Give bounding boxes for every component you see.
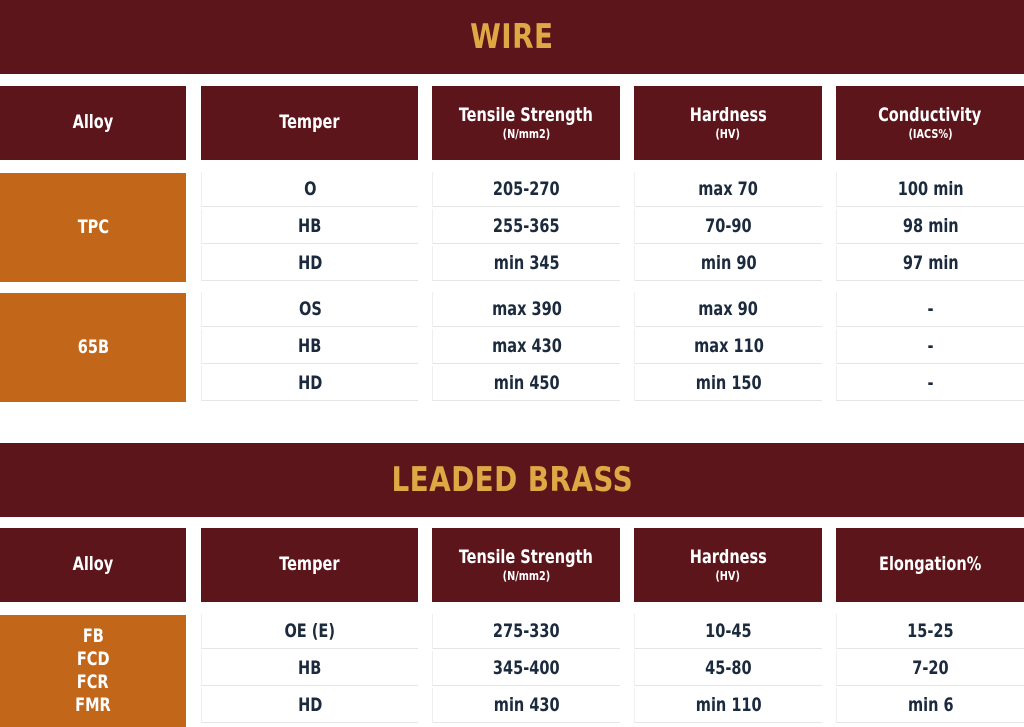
brass-header-tensile: Tensile Strength (N/mm2) (432, 528, 620, 602)
table-cell: min 110 (634, 688, 822, 723)
table-cell: min 90 (634, 246, 822, 281)
table-cell: OS (201, 292, 418, 327)
table-cell: 45-80 (634, 651, 822, 686)
table-cell: 7-20 (836, 651, 1024, 686)
table-cell: 10-45 (634, 614, 822, 649)
table-cell: HB (201, 209, 418, 244)
table-cell: HD (201, 246, 418, 281)
table-cell: O (201, 172, 418, 207)
wire-header-tensile: Tensile Strength (N/mm2) (432, 86, 620, 160)
wire-alloy-tpc: TPC (0, 173, 186, 282)
table-cell: - (836, 329, 1024, 364)
table-cell: min 150 (634, 366, 822, 401)
table-cell: 70-90 (634, 209, 822, 244)
table-cell: 345-400 (432, 651, 620, 686)
table-cell: min 6 (836, 688, 1024, 723)
table-cell: HB (201, 329, 418, 364)
table-cell: OE (E) (201, 614, 418, 649)
table-cell: min 430 (432, 688, 620, 723)
wire-header-temper: Temper (201, 86, 418, 160)
table-cell: HB (201, 651, 418, 686)
wire-header-alloy: Alloy (0, 86, 186, 160)
wire-header-hardness: Hardness (HV) (634, 86, 822, 160)
table-cell: max 390 (432, 292, 620, 327)
wire-header-conductivity: Conductivity (IACS%) (836, 86, 1024, 160)
brass-header-hardness: Hardness (HV) (634, 528, 822, 602)
brass-header-alloy: Alloy (0, 528, 186, 602)
table-cell: 275-330 (432, 614, 620, 649)
table-cell: - (836, 292, 1024, 327)
wire-title: WIRE (470, 17, 554, 57)
table-cell: 98 min (836, 209, 1024, 244)
table-cell: HD (201, 688, 418, 723)
brass-header-temper: Temper (201, 528, 418, 602)
table-cell: 205-270 (432, 172, 620, 207)
table-cell: - (836, 366, 1024, 401)
table-cell: HD (201, 366, 418, 401)
table-cell: 255-365 (432, 209, 620, 244)
table-cell: 100 min (836, 172, 1024, 207)
table-cell: max 90 (634, 292, 822, 327)
brass-header-elongation: Elongation% (836, 528, 1024, 602)
table-cell: min 345 (432, 246, 620, 281)
brass-alloy-group: FB FCD FCR FMR (0, 615, 186, 727)
table-cell: 97 min (836, 246, 1024, 281)
wire-alloy-65b: 65B (0, 293, 186, 402)
wire-title-banner: WIRE (0, 0, 1024, 74)
leaded-brass-title-banner: LEADED BRASS (0, 443, 1024, 517)
table-cell: max 430 (432, 329, 620, 364)
leaded-brass-title: LEADED BRASS (391, 460, 633, 500)
table-cell: max 110 (634, 329, 822, 364)
table-cell: max 70 (634, 172, 822, 207)
table-cell: 15-25 (836, 614, 1024, 649)
table-cell: min 450 (432, 366, 620, 401)
